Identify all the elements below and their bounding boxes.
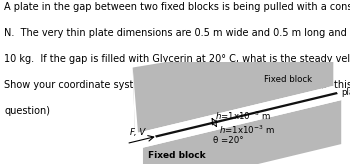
Text: $h$=1x10$^{-3}$ m: $h$=1x10$^{-3}$ m <box>215 110 271 122</box>
Text: Fixed block: Fixed block <box>264 75 312 84</box>
Polygon shape <box>133 68 143 164</box>
Polygon shape <box>133 35 333 133</box>
Text: plate: plate <box>341 89 350 97</box>
Text: N.  The very thin plate dimensions are 0.5 m wide and 0.5 m long and it has a ma: N. The very thin plate dimensions are 0.… <box>4 28 350 38</box>
Text: F, V: F, V <box>130 128 145 137</box>
Polygon shape <box>143 100 341 164</box>
Polygon shape <box>135 86 341 148</box>
Text: question): question) <box>4 106 50 116</box>
Text: θ =20°: θ =20° <box>213 136 244 145</box>
Text: 10 kg.  If the gap is filled with Glycerin at 20° C, what is the steady velocity: 10 kg. If the gap is filled with Glyceri… <box>4 54 350 64</box>
Text: $h$=1x10$^{-3}$ m: $h$=1x10$^{-3}$ m <box>219 124 275 136</box>
Text: Fixed block: Fixed block <box>148 151 205 160</box>
Polygon shape <box>155 92 338 138</box>
Text: A plate in the gap between two fixed blocks is being pulled with a constant forc: A plate in the gap between two fixed blo… <box>4 2 350 12</box>
Text: Show your coordinate system and a free body diagram. (heads up: this was an exam: Show your coordinate system and a free b… <box>4 80 350 90</box>
